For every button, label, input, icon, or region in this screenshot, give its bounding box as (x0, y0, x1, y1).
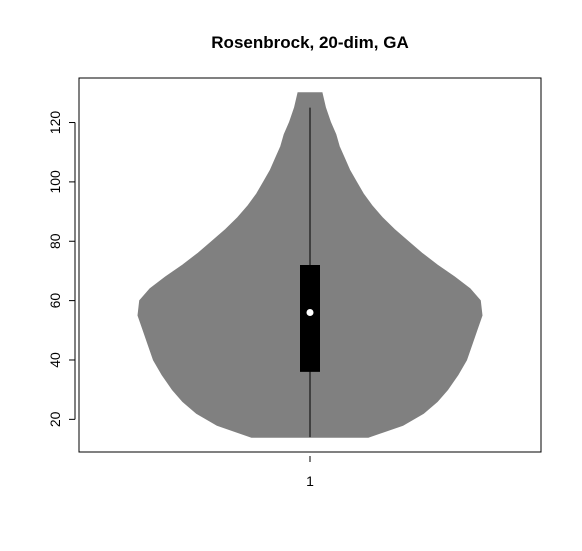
x-tick-label: 1 (306, 473, 314, 489)
plot-frame (78, 77, 542, 453)
y-tick-label: 40 (47, 352, 63, 368)
x-axis: 1 (306, 456, 314, 489)
plot-area (137, 92, 483, 438)
violin-iqr-box (300, 265, 320, 372)
chart-title: Rosenbrock, 20-dim, GA (211, 33, 408, 52)
y-axis: 20 40 60 80 100 120 (47, 111, 76, 427)
violin-median-point (306, 308, 314, 316)
y-tick-label: 20 (47, 411, 63, 427)
y-tick-label: 100 (47, 170, 63, 194)
y-tick-label: 60 (47, 293, 63, 309)
y-tick-label: 120 (47, 111, 63, 135)
y-tick-label: 80 (47, 233, 63, 249)
